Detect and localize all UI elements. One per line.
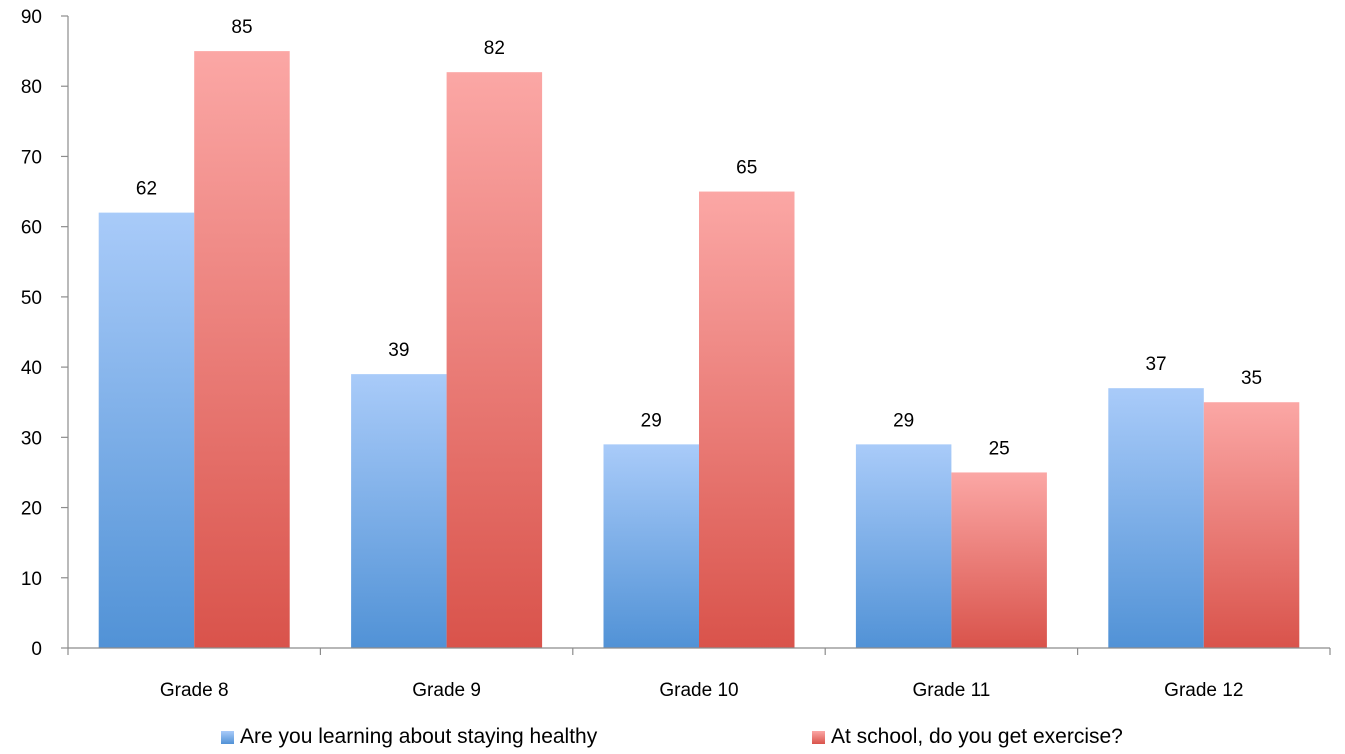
data-label-series-2-grade-11: 25 — [989, 438, 1010, 459]
y-tick-label: 0 — [31, 639, 42, 660]
data-label-series-2-grade-12: 35 — [1241, 368, 1262, 389]
bar-series-2-grade-8 — [194, 51, 290, 649]
data-label-series-1-grade-12: 37 — [1145, 354, 1166, 375]
legend-label-series-2: At school, do you get exercise? — [831, 725, 1123, 748]
x-category-label: Grade 8 — [160, 680, 229, 701]
y-tick-label: 70 — [21, 147, 42, 168]
data-label-series-1-grade-9: 39 — [388, 340, 409, 361]
legend: Are you learning about staying healthy A… — [0, 724, 1345, 754]
x-axis: Grade 8 Grade 9 Grade 10 Grade 11 Grade 12 — [67, 647, 1331, 701]
y-tick-label: 90 — [21, 7, 42, 28]
data-label-series-2-grade-9: 82 — [484, 38, 505, 59]
bar-series-2-grade-11 — [951, 472, 1047, 648]
legend-label-series-1: Are you learning about staying healthy — [240, 725, 598, 748]
legend-swatch-series-1 — [221, 730, 234, 744]
legend-item-series-2: At school, do you get exercise? — [812, 724, 1123, 750]
data-label-series-1-grade-10: 29 — [641, 410, 662, 431]
y-tick-label: 10 — [21, 569, 42, 590]
x-category-label: Grade 11 — [912, 680, 990, 701]
bar-series-1-grade-12 — [1108, 388, 1204, 648]
bar-series-2-grade-9 — [446, 72, 543, 648]
y-axis: 0 10 20 30 40 50 60 70 80 90 — [21, 7, 69, 660]
legend-swatch-series-2 — [812, 730, 825, 744]
bar-series-1-grade-9 — [351, 374, 447, 648]
data-label-series-2-grade-10: 65 — [736, 158, 757, 179]
y-tick-label: 60 — [21, 218, 42, 239]
bar-series-1-grade-10 — [603, 444, 699, 648]
x-category-label: Grade 9 — [412, 680, 481, 701]
y-tick-label: 80 — [21, 77, 42, 98]
data-label-series-1-grade-11: 29 — [893, 410, 914, 431]
data-label-series-2-grade-8: 85 — [231, 17, 252, 38]
data-labels: 62 85 39 82 29 65 29 25 37 35 — [136, 17, 1262, 459]
legend-item-series-1: Are you learning about staying healthy — [221, 724, 597, 750]
bar-series-2-grade-12 — [1203, 402, 1300, 648]
y-tick-label: 40 — [21, 358, 42, 379]
x-category-label: Grade 10 — [659, 680, 738, 701]
y-tick-label: 20 — [21, 499, 42, 520]
x-category-label: Grade 12 — [1164, 680, 1243, 701]
bars — [98, 51, 1300, 649]
data-label-series-1-grade-8: 62 — [136, 179, 157, 200]
y-tick-label: 30 — [21, 428, 42, 449]
bar-series-1-grade-8 — [98, 212, 195, 648]
y-tick-label: 50 — [21, 288, 42, 309]
bar-chart: 0 10 20 30 40 50 60 70 80 90 62 85 39 82 29 65 29 25 37 35… — [21, 7, 1331, 701]
bar-series-1-grade-11 — [855, 444, 952, 648]
bar-series-2-grade-10 — [699, 191, 795, 649]
